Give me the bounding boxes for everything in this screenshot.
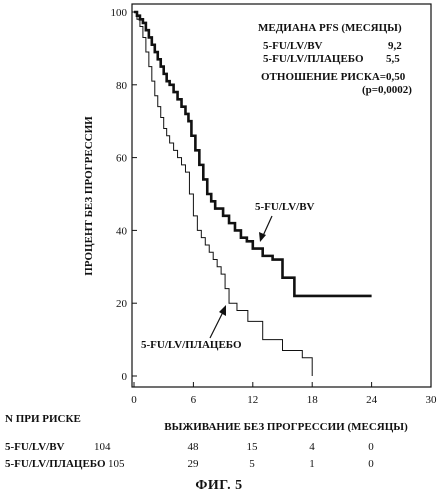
risk-row-placebo-n0: 105 (108, 458, 125, 470)
annotation-bv: 5-FU/LV/BV (255, 201, 315, 242)
x-tick-label: 30 (426, 394, 438, 406)
y-tick-label: 80 (116, 80, 128, 92)
risk-row-placebo-24: 0 (361, 458, 381, 470)
legend-hazard-ratio: ОТНОШЕНИЕ РИСКА=0,50 (261, 71, 406, 83)
x-tick-label: 24 (366, 394, 378, 406)
risk-row-placebo-label: 5-FU/LV/ПЛАЦЕБО (5, 458, 106, 470)
annotation-placebo: 5-FU/LV/ПЛАЦЕБО (141, 305, 242, 351)
x-tick-label: 18 (307, 394, 319, 406)
y-tick-label: 40 (116, 225, 128, 237)
legend-header: МЕДИАНА PFS (МЕСЯЦЫ) (258, 22, 402, 34)
figure-caption: ФИГ. 5 (0, 478, 438, 494)
annotation-bv-label: 5-FU/LV/BV (255, 201, 315, 213)
x-tick-label: 6 (191, 394, 197, 406)
survival-curves (134, 12, 372, 376)
risk-row-bv-12: 15 (242, 441, 262, 453)
y-tick-label: 20 (116, 298, 128, 310)
annotation-bv-arrowhead (259, 232, 266, 242)
annotation-placebo-label: 5-FU/LV/ПЛАЦЕБО (141, 339, 242, 351)
legend-pvalue: (p=0,0002) (362, 84, 412, 96)
y-tick-label: 0 (122, 371, 128, 383)
y-tick-label: 60 (116, 153, 128, 165)
x-axis-label: ВЫЖИВАНИЕ БЕЗ ПРОГРЕССИИ (МЕСЯЦЫ) (164, 421, 408, 433)
legend-box: МЕДИАНА PFS (МЕСЯЦЫ) 5-FU/LV/BV 9,2 5-FU… (258, 22, 412, 96)
annotation-placebo-arrowhead (219, 305, 226, 316)
legend-row-placebo-value: 5,5 (386, 53, 400, 65)
y-axis-label: ПРОЦЕНТ БЕЗ ПРОГРЕССИИ (83, 116, 95, 276)
risk-row-placebo-6: 29 (183, 458, 203, 470)
y-tick-label: 100 (111, 7, 128, 19)
risk-row-placebo-12: 5 (242, 458, 262, 470)
y-axis: 0 20 40 60 80 100 (111, 7, 138, 383)
x-axis: 0 6 12 18 24 30 (131, 382, 437, 406)
risk-row-bv-n0: 104 (94, 441, 111, 453)
risk-row-bv-24: 0 (361, 441, 381, 453)
annotation-placebo-arrow (210, 310, 224, 338)
risk-row-bv-18: 4 (302, 441, 322, 453)
risk-table-header: N ПРИ РИСКЕ (5, 413, 81, 425)
risk-row-placebo-18: 1 (302, 458, 322, 470)
legend-row-bv-label: 5-FU/LV/BV (263, 40, 323, 52)
risk-row-bv-label: 5-FU/LV/BV (5, 441, 65, 453)
legend-row-bv-value: 9,2 (388, 40, 402, 52)
legend-row-placebo-label: 5-FU/LV/ПЛАЦЕБО (263, 53, 364, 65)
x-tick-label: 0 (131, 394, 137, 406)
risk-row-bv-6: 48 (183, 441, 203, 453)
x-tick-label: 12 (247, 394, 258, 406)
